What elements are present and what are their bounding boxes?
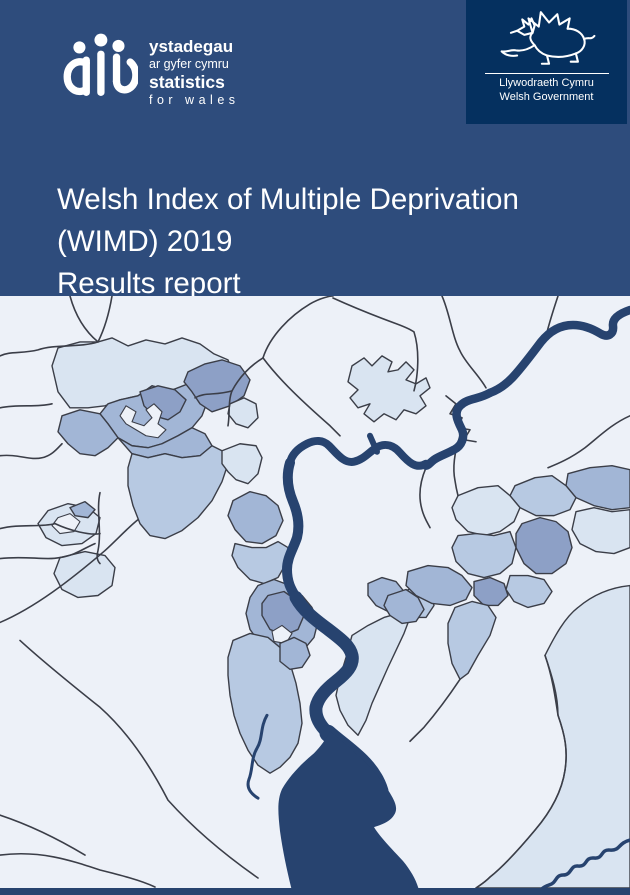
map-boundaries bbox=[0, 296, 630, 888]
statistics-for-wales-wordmark: ystadegau ar gyfer cymru statistics for … bbox=[149, 26, 240, 109]
river bbox=[246, 305, 630, 888]
footer-bar bbox=[0, 888, 630, 895]
report-title: Welsh Index of Multiple Deprivation (WIM… bbox=[57, 179, 519, 305]
statistics-for-wales-icon bbox=[63, 33, 138, 96]
logo-line: ar gyfer cymru bbox=[149, 57, 229, 71]
gov-logo-divider bbox=[484, 73, 609, 74]
welsh-dragon-icon bbox=[500, 11, 595, 65]
logo-line: for wales bbox=[149, 93, 240, 107]
logo-line: statistics bbox=[149, 72, 225, 92]
cover-header: ystadegau ar gyfer cymru statistics for … bbox=[0, 0, 630, 300]
title-line-1: Welsh Index of Multiple Deprivation bbox=[57, 183, 519, 216]
logo-line: ystadegau bbox=[149, 37, 234, 56]
statistics-for-wales-logo: ystadegau ar gyfer cymru statistics for … bbox=[56, 26, 240, 109]
gov-logo-line: Welsh Government bbox=[499, 90, 594, 103]
title-line-3: Results report bbox=[57, 267, 241, 300]
map-regions bbox=[37, 337, 630, 888]
gov-logo-line: Llywodraeth Cymru bbox=[499, 77, 594, 89]
welsh-government-logo: Llywodraeth Cymru Welsh Government bbox=[466, 0, 627, 124]
choropleth-map bbox=[0, 296, 630, 888]
title-line-2: (WIMD) 2019 bbox=[57, 225, 233, 258]
